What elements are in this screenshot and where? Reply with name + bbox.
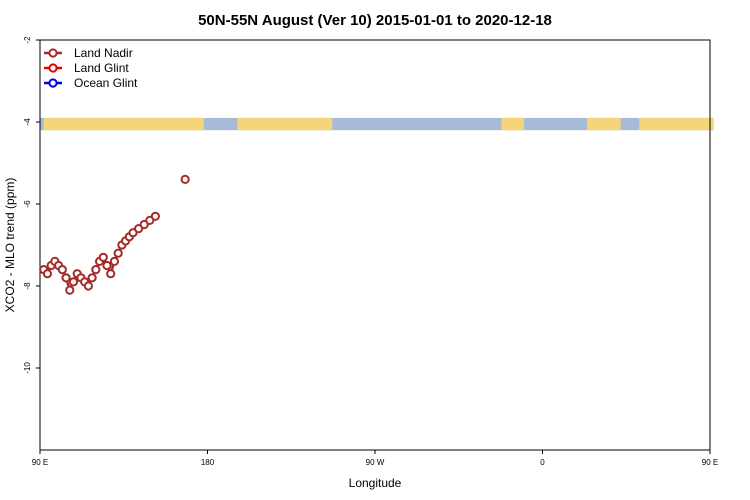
x-tick-label: 90 E [32,458,48,467]
legend-label: Ocean Glint [74,76,138,90]
ocean-band [40,117,710,131]
data-point [91,265,101,275]
y-tick-label: -10 [23,362,32,374]
data-point [65,285,75,295]
y-tick-label: -6 [23,200,32,208]
data-point [57,265,67,275]
plot-frame [39,39,711,451]
legend-marker [48,48,58,58]
series-layer [39,174,190,295]
legend-marker [48,78,58,88]
land-band-0 [43,117,204,131]
data-point [87,273,97,283]
y-tick-label: -8 [23,282,32,290]
x-tick-label: 90 W [366,458,385,467]
data-point [98,252,108,262]
legend-marker [48,63,58,73]
data-point [113,248,123,258]
y-tick-label: -2 [23,36,32,44]
legend-label: Land Nadir [74,46,133,60]
data-point [102,260,112,271]
x-tick-label: 0 [540,458,545,467]
y-axis-label: XCO2 - MLO trend (ppm) [3,178,17,313]
y-axis-ticks: -2 -4 -6 -8 -10 [23,36,40,374]
land-band-2 [501,117,524,131]
legend-label: Land Glint [74,61,129,75]
data-point [180,174,190,184]
data-point [106,269,116,279]
land-band-1 [237,117,333,131]
x-axis-label: Longitude [349,476,402,490]
data-point [150,211,160,221]
data-point [42,269,53,279]
data-point [83,281,93,291]
landmask-band [40,117,714,131]
data-point [109,256,120,266]
data-point [61,273,71,283]
x-tick-label: 90 E [702,458,718,467]
y-tick-label: -4 [23,118,32,126]
land-band-3 [587,117,621,131]
chart-title: 50N-55N August (Ver 10) 2015-01-01 to 20… [198,12,552,29]
data-point [68,277,79,287]
land-band-4 [639,117,714,131]
x-tick-label: 180 [201,458,215,467]
